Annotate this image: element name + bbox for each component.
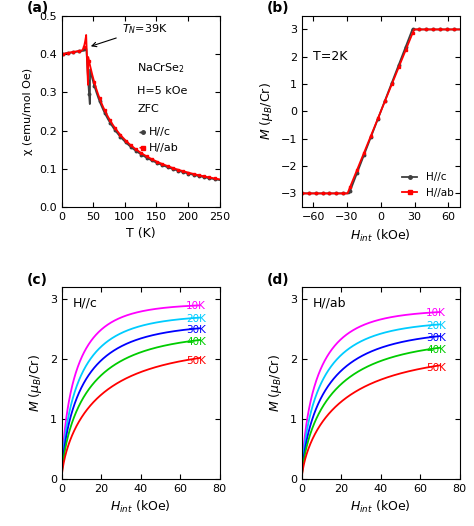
Line: H//c: H//c bbox=[301, 28, 461, 195]
Y-axis label: χ (emu/mol Oe): χ (emu/mol Oe) bbox=[23, 68, 34, 155]
Text: 10K: 10K bbox=[186, 301, 206, 311]
H//c bbox=[400, 52, 405, 58]
H//ab bbox=[457, 26, 463, 33]
Text: H//ab: H//ab bbox=[313, 297, 346, 309]
H//c bbox=[395, 64, 401, 70]
Text: (d): (d) bbox=[267, 272, 290, 287]
Text: 20K: 20K bbox=[186, 314, 206, 324]
H//ab bbox=[391, 77, 396, 83]
Text: T=2K: T=2K bbox=[313, 50, 347, 63]
Text: 30K: 30K bbox=[426, 333, 446, 343]
H//c bbox=[410, 26, 415, 33]
Text: 10K: 10K bbox=[426, 308, 446, 318]
H//ab bbox=[400, 55, 405, 61]
Legend: H//c, H//ab: H//c, H//ab bbox=[398, 168, 458, 202]
Text: 50K: 50K bbox=[186, 356, 206, 366]
Text: 20K: 20K bbox=[426, 321, 446, 331]
Text: 50K: 50K bbox=[426, 363, 446, 373]
X-axis label: $H_{int}$ (kOe): $H_{int}$ (kOe) bbox=[350, 227, 411, 244]
Text: (a): (a) bbox=[27, 1, 49, 15]
X-axis label: T (K): T (K) bbox=[126, 227, 155, 240]
Y-axis label: $M$ ($\mu_B$/Cr): $M$ ($\mu_B$/Cr) bbox=[267, 354, 284, 412]
Text: H//ab: H//ab bbox=[149, 143, 179, 153]
H//ab bbox=[395, 67, 401, 73]
Text: (c): (c) bbox=[27, 272, 48, 287]
H//ab bbox=[419, 26, 425, 33]
Text: 40K: 40K bbox=[186, 337, 206, 347]
Text: (b): (b) bbox=[267, 1, 290, 15]
H//ab bbox=[411, 26, 417, 33]
H//c bbox=[457, 26, 463, 33]
Line: H//ab: H//ab bbox=[301, 28, 461, 195]
X-axis label: $H_{int}$ (kOe): $H_{int}$ (kOe) bbox=[350, 499, 411, 515]
Text: ZFC: ZFC bbox=[137, 104, 159, 114]
Text: $T_N$=39K: $T_N$=39K bbox=[92, 22, 168, 47]
Text: 30K: 30K bbox=[186, 325, 206, 335]
Text: H=5 kOe: H=5 kOe bbox=[137, 86, 188, 96]
H//ab bbox=[309, 190, 314, 197]
Text: NaCrSe$_2$: NaCrSe$_2$ bbox=[137, 61, 185, 75]
X-axis label: $H_{int}$ (kOe): $H_{int}$ (kOe) bbox=[110, 499, 171, 515]
Text: H//c: H//c bbox=[73, 297, 98, 309]
H//c bbox=[299, 190, 305, 197]
Text: 40K: 40K bbox=[426, 345, 446, 355]
H//ab bbox=[299, 190, 305, 197]
Y-axis label: $M$ ($\mu_B$/Cr): $M$ ($\mu_B$/Cr) bbox=[258, 83, 275, 140]
H//c bbox=[419, 26, 425, 33]
Text: H//c: H//c bbox=[149, 127, 171, 137]
H//ab bbox=[435, 26, 441, 33]
Y-axis label: $M$ ($\mu_B$/Cr): $M$ ($\mu_B$/Cr) bbox=[27, 354, 44, 412]
H//c bbox=[435, 26, 441, 33]
H//c bbox=[309, 190, 314, 197]
H//c bbox=[391, 75, 396, 82]
